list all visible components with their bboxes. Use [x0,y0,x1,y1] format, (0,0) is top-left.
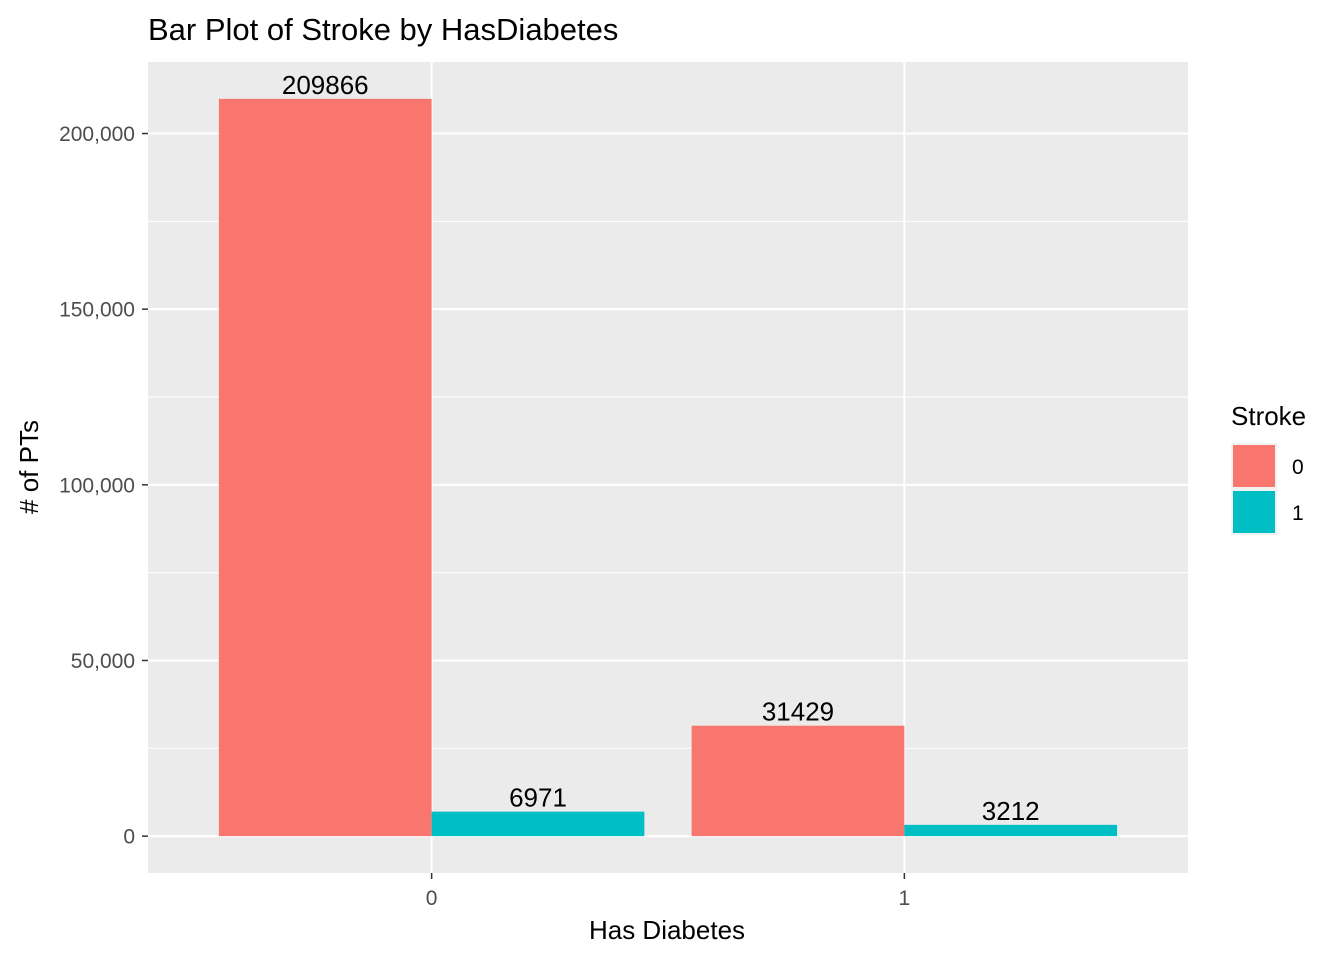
bar-stroke-0-diabetes-0 [218,98,432,837]
x-tick-label: 1 [899,887,911,910]
data-label: 3212 [982,796,1040,826]
bar-stroke-0-diabetes-1 [691,725,905,837]
data-label: 6971 [509,783,567,813]
bar-stroke-1-diabetes-1 [904,824,1118,837]
data-labels: 209866 31429 6971 3212 [282,70,1040,826]
data-label: 31429 [762,697,834,727]
bars [218,98,1118,837]
legend-label: 1 [1292,502,1304,525]
legend-swatch-1 [1233,491,1275,533]
chart-title: Bar Plot of Stroke by HasDiabetes [148,12,618,47]
y-tick-label: 200,000 [59,123,135,146]
y-tick-label: 0 [123,826,135,849]
y-axis: 0 50,000 100,000 150,000 200,000 [59,123,148,849]
legend: Stroke 0 1 [1231,401,1306,535]
legend-swatch-0 [1233,445,1275,487]
x-axis-title: Has Diabetes [589,915,745,945]
legend-title: Stroke [1231,401,1306,431]
y-axis-title: # of PTs [14,420,44,514]
bar-stroke-1-diabetes-0 [431,811,645,837]
y-tick-label: 150,000 [59,299,135,322]
x-tick-label: 0 [426,887,438,910]
data-label: 209866 [282,70,369,100]
legend-label: 0 [1292,456,1304,479]
y-tick-label: 50,000 [71,650,135,673]
y-tick-label: 100,000 [59,474,135,497]
